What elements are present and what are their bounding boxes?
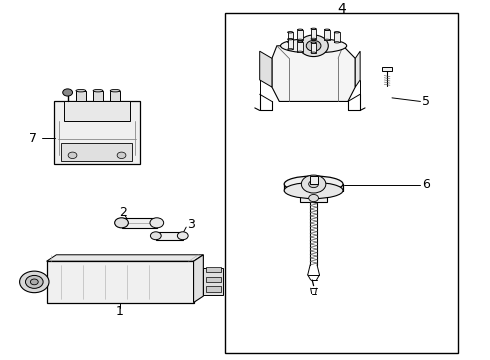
- Bar: [311, 42, 317, 53]
- Text: 7: 7: [29, 131, 37, 145]
- Ellipse shape: [297, 41, 303, 42]
- Ellipse shape: [288, 39, 293, 40]
- Bar: [54, 102, 140, 164]
- Ellipse shape: [76, 89, 86, 92]
- Ellipse shape: [150, 218, 164, 228]
- Ellipse shape: [297, 51, 303, 53]
- Bar: [156, 232, 183, 240]
- Ellipse shape: [311, 38, 317, 40]
- Ellipse shape: [93, 89, 103, 92]
- Ellipse shape: [284, 176, 343, 192]
- Polygon shape: [272, 46, 355, 102]
- Ellipse shape: [110, 89, 120, 92]
- Circle shape: [299, 35, 328, 57]
- Ellipse shape: [115, 218, 128, 228]
- Text: 1: 1: [116, 305, 124, 318]
- Ellipse shape: [150, 232, 161, 240]
- Ellipse shape: [288, 42, 293, 43]
- Ellipse shape: [311, 52, 317, 53]
- Ellipse shape: [297, 39, 303, 40]
- Bar: [297, 30, 303, 40]
- Bar: [334, 32, 340, 42]
- Circle shape: [309, 180, 318, 188]
- Text: 6: 6: [422, 178, 430, 191]
- Bar: [110, 91, 120, 102]
- Bar: [310, 176, 318, 184]
- Bar: [288, 32, 293, 42]
- Text: 3: 3: [187, 218, 195, 231]
- Bar: [206, 267, 220, 272]
- Ellipse shape: [334, 32, 340, 33]
- Ellipse shape: [284, 183, 343, 199]
- Polygon shape: [284, 184, 343, 190]
- Bar: [47, 261, 194, 302]
- Text: 5: 5: [422, 95, 430, 108]
- Bar: [93, 91, 103, 102]
- Bar: [288, 39, 293, 49]
- Ellipse shape: [280, 39, 346, 53]
- Ellipse shape: [177, 232, 188, 240]
- Polygon shape: [260, 51, 272, 87]
- Bar: [311, 29, 317, 39]
- Ellipse shape: [288, 32, 293, 33]
- Circle shape: [309, 194, 318, 202]
- Ellipse shape: [311, 42, 317, 43]
- Polygon shape: [194, 255, 203, 302]
- Bar: [225, 13, 458, 353]
- Ellipse shape: [288, 49, 293, 50]
- Circle shape: [301, 175, 326, 193]
- Circle shape: [68, 152, 77, 158]
- Ellipse shape: [334, 42, 340, 43]
- Polygon shape: [355, 51, 360, 87]
- Ellipse shape: [324, 29, 330, 31]
- Text: 4: 4: [338, 2, 346, 16]
- Circle shape: [117, 152, 126, 158]
- Text: 2: 2: [120, 206, 127, 219]
- Ellipse shape: [297, 29, 303, 31]
- Circle shape: [306, 40, 321, 51]
- Bar: [382, 67, 392, 71]
- Circle shape: [25, 275, 43, 288]
- Bar: [300, 194, 327, 202]
- Circle shape: [20, 271, 49, 293]
- Bar: [206, 287, 220, 292]
- Bar: [122, 218, 157, 228]
- Bar: [61, 144, 132, 161]
- Bar: [64, 102, 130, 121]
- Bar: [297, 42, 303, 52]
- Ellipse shape: [324, 39, 330, 40]
- Circle shape: [63, 89, 73, 96]
- Polygon shape: [47, 255, 203, 261]
- Bar: [203, 269, 223, 295]
- Ellipse shape: [311, 28, 317, 30]
- Bar: [76, 91, 86, 102]
- Circle shape: [30, 279, 38, 285]
- Bar: [206, 276, 220, 282]
- Bar: [324, 30, 330, 40]
